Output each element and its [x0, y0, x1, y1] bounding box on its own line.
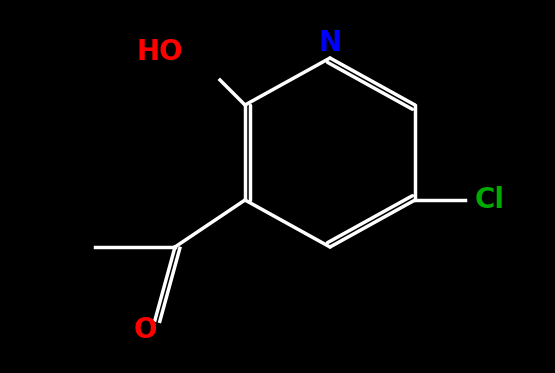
Text: HO: HO	[137, 38, 183, 66]
Text: O: O	[133, 316, 157, 344]
Text: N: N	[319, 29, 341, 57]
Text: Cl: Cl	[475, 186, 505, 214]
